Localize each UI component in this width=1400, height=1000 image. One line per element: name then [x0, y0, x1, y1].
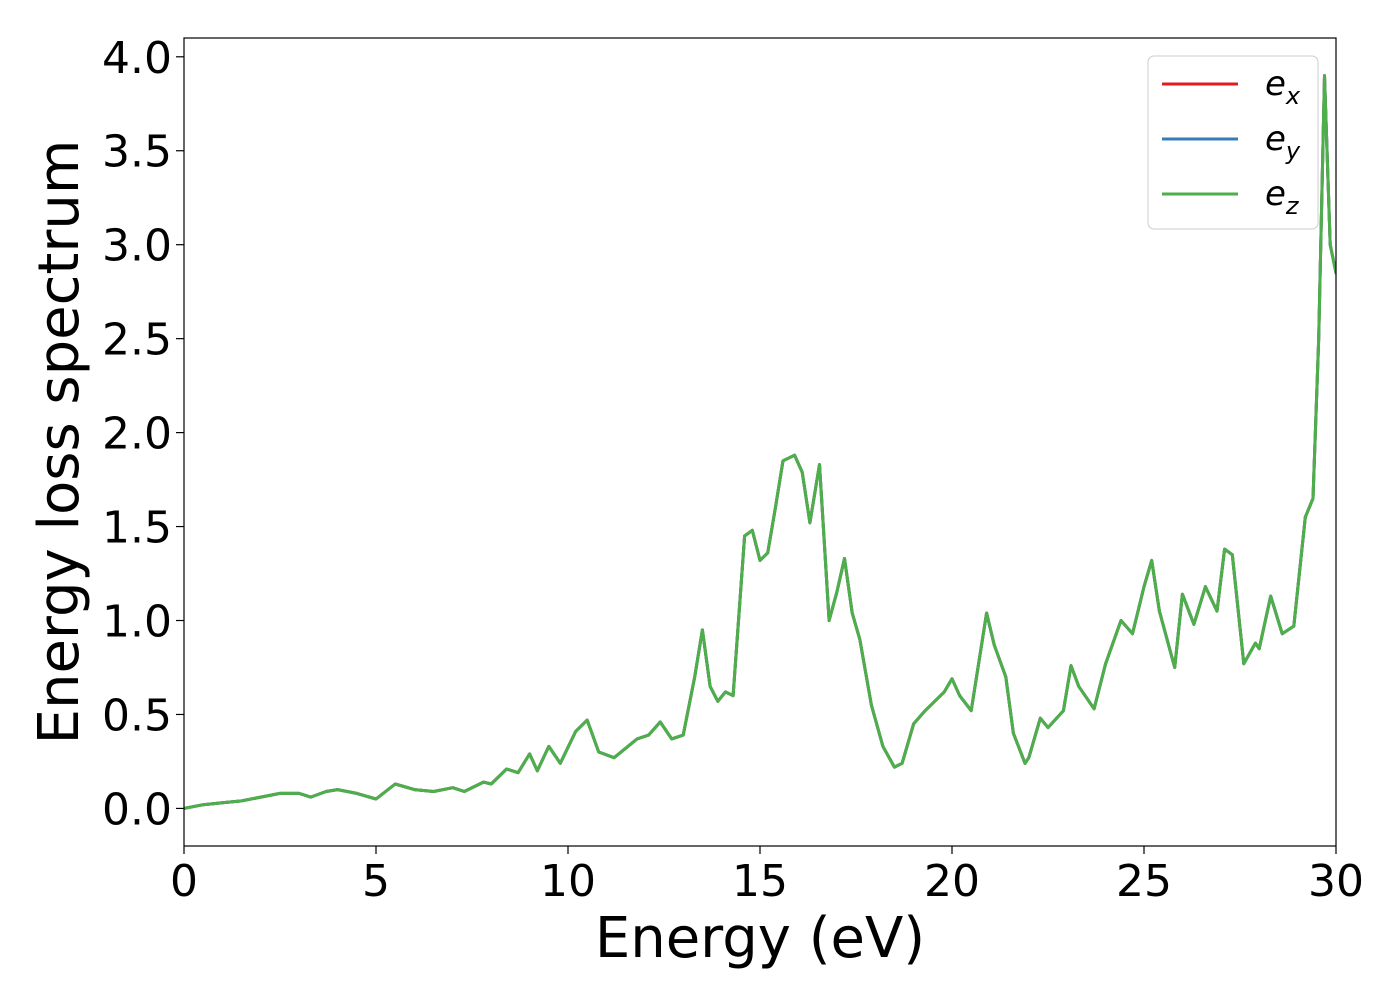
y-tick-label: 0.5 [102, 690, 172, 741]
x-axis-label: Energy (eV) [595, 906, 925, 971]
legend-label-subscript: z [1285, 192, 1300, 220]
x-tick-label: 20 [924, 856, 980, 907]
legend-label-base: e [1265, 64, 1286, 104]
y-tick-label: 3.5 [102, 127, 172, 178]
legend-label: ez [1265, 174, 1300, 220]
x-axis-ticks: 0 5 10 15 20 25 30 [170, 846, 1364, 907]
y-tick-label: 2.0 [102, 409, 172, 460]
y-tick-label: 2.5 [102, 315, 172, 366]
legend-box [1147, 55, 1319, 230]
x-tick-label: 5 [362, 856, 390, 907]
series-line-e-z [184, 74, 1336, 810]
y-tick-label: 1.5 [102, 503, 172, 554]
y-tick-label: 0.0 [102, 784, 172, 835]
legend-label-base: e [1265, 174, 1286, 214]
legend-label: ex [1265, 64, 1301, 110]
x-tick-label: 0 [170, 856, 198, 907]
legend-label-subscript: x [1285, 82, 1301, 110]
y-axis-label: Energy loss spectrum [27, 140, 92, 745]
x-tick-label: 15 [732, 856, 788, 907]
y-tick-label: 4.0 [102, 33, 172, 84]
y-tick-label: 3.0 [102, 221, 172, 272]
x-tick-label: 30 [1308, 856, 1364, 907]
legend-label-base: e [1265, 119, 1286, 159]
series-layer [184, 74, 1336, 810]
y-tick-label: 1.0 [102, 597, 172, 648]
y-axis-ticks: 0.0 0.5 1.0 1.5 2.0 2.5 3.0 3.5 4.0 [102, 33, 184, 835]
x-tick-label: 25 [1116, 856, 1172, 907]
legend-label: ey [1265, 119, 1301, 165]
legend-label-subscript: y [1285, 137, 1301, 165]
x-tick-label: 10 [540, 856, 596, 907]
